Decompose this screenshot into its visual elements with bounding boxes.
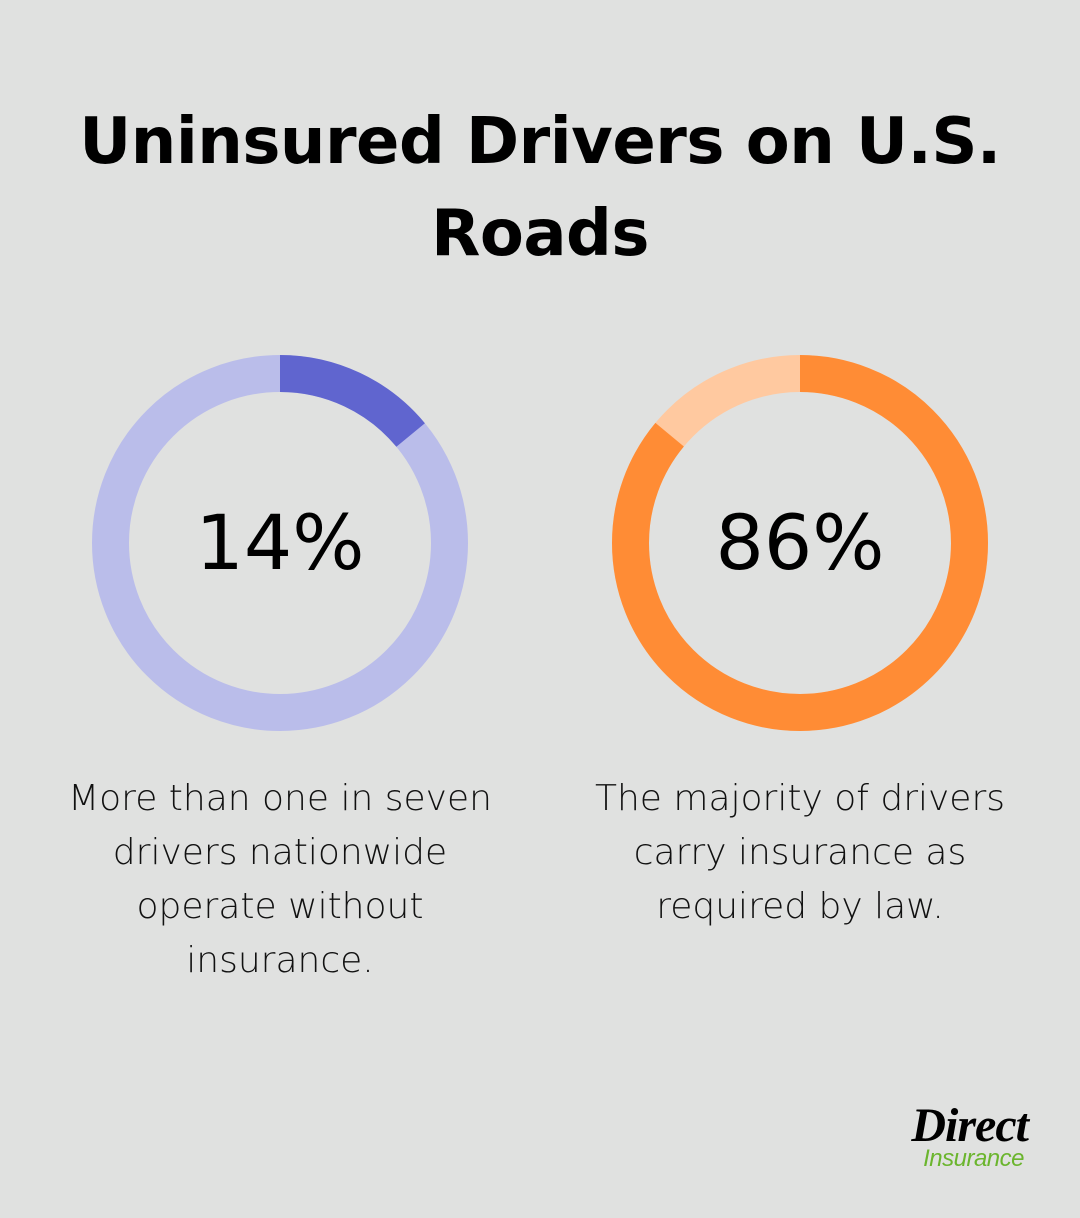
donut-chart-uninsured: 14% [92, 355, 468, 731]
logo-brand-text: Direct [911, 1099, 1029, 1152]
page-title: Uninsured Drivers on U.S. Roads [79, 105, 1001, 271]
description-uninsured: More than one in seven drivers nationwid… [68, 778, 492, 981]
percentage-label: 86% [715, 498, 885, 587]
description-insured: The majority of drivers carry insurance … [594, 778, 1006, 927]
donut-chart-insured: 86% [612, 355, 988, 731]
donut-ring [612, 355, 988, 731]
brand-logo: Direct Insurance [878, 1099, 1038, 1172]
percentage-label: 14% [195, 498, 365, 587]
logo-sub-text: Insurance [923, 1145, 1024, 1172]
donut-ring [92, 355, 468, 731]
